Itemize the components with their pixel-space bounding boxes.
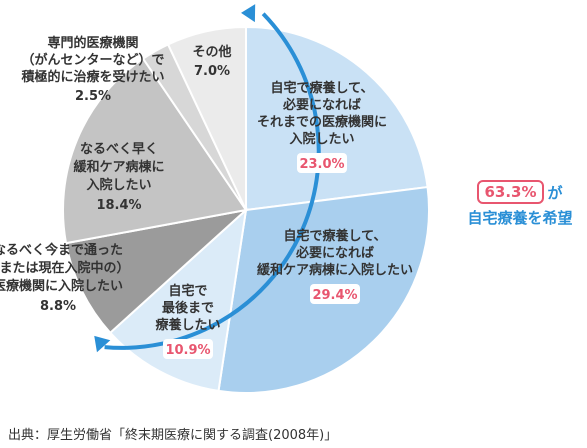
slice-value: 8.8% [40,299,76,314]
slice-label-line: それまでの医療機関に [257,114,387,130]
slice-label-line: 入院したい [86,177,151,193]
pie-slice-6 [166,25,247,211]
slice-labels: 自宅で療養して、必要になればそれまでの医療機関に入院したい23.0%自宅で療養し… [0,35,413,359]
slice-value: 2.5% [75,89,111,104]
slice-value: 29.4% [312,288,357,303]
arrow-head [241,4,256,23]
slice-label-line: 最後まで [162,300,214,316]
slice-label-line: なるべく今まで通った [0,242,123,258]
slice-label-line: なるべく早く [80,142,158,157]
callout-text: 自宅療養を希望 [467,209,573,227]
slice-label-line: 医療機関に入院したい [0,278,123,294]
callout-particle: が [547,183,563,202]
slice-label-line: （がんセンターなど）で [21,52,164,68]
home-care-callout: 63.3% が 自宅療養を希望 [456,180,584,228]
slice-label-line: 必要になれば [282,97,361,113]
slice-value: 10.9% [165,343,210,358]
slice-label-line: 専門的医療機関 [47,35,138,51]
slice-label-line: 自宅で [168,283,207,299]
value-badge [310,284,360,304]
slice-label-line: 自宅で療養して、 [284,228,387,244]
slice-label-3: なるべく今まで通った （または現在入院中の） 医療機関に入院したい 8.8% [0,242,130,314]
pie-slice-4 [62,57,248,245]
pie-slice-3 [64,208,250,335]
value-badge [297,153,347,173]
slice-label-line: 療養したい [155,317,220,333]
arrow-head [94,335,111,353]
slice-label-line: 必要になれば [295,245,374,261]
callout-percentage: 63.3% [477,180,544,204]
slice-label-line: 入院したい [289,131,354,147]
slice-label-6: その他 7.0% [192,44,231,79]
slice-label-line: 緩和ケア病棟に [73,159,164,175]
slice-label-line: 緩和ケア病棟に入院したい [257,262,413,278]
slice-value: 23.0% [299,157,344,172]
slice-label-line: 積極的に治療を受けたい [20,69,164,85]
source-note: 出典：厚生労働省「終末期医療に関する調査(2008年)」 [8,428,338,443]
slice-value: 7.0% [194,64,230,79]
slice-label-line: （または現在入院中の） [0,260,130,276]
slice-value: 18.4% [96,198,141,213]
value-badge [163,339,213,359]
slice-label-line: 自宅で療養して、 [271,80,374,96]
slice-label-line: その他 [192,44,231,60]
